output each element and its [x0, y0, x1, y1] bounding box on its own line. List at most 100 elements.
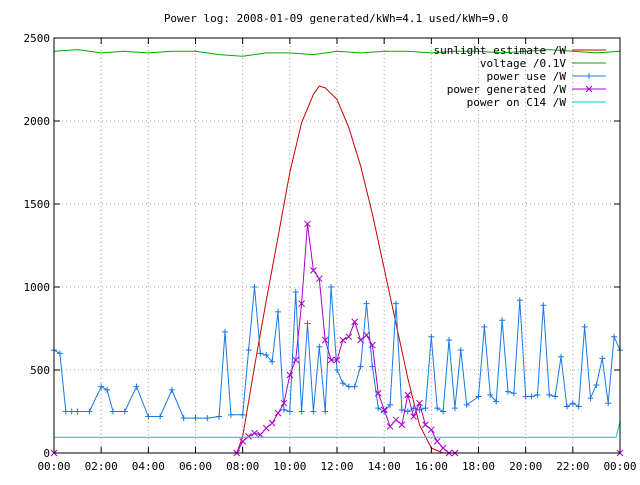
data-point [380, 406, 388, 414]
data-point [357, 363, 364, 370]
data-point [239, 411, 246, 418]
data-point [422, 405, 429, 412]
data-point [310, 267, 317, 274]
data-point [327, 356, 335, 364]
data-point [257, 350, 264, 357]
legend-label: sunlight estimate /W [434, 44, 567, 57]
data-point [345, 383, 352, 390]
data-point [374, 389, 382, 397]
data-point [310, 408, 317, 415]
data-point [286, 408, 293, 415]
series-line [236, 85, 455, 454]
series-power-generated-w [50, 220, 624, 457]
x-tick-label: 06:00 [179, 460, 212, 473]
data-point [334, 367, 340, 373]
data-point [475, 393, 482, 400]
data-point [522, 393, 529, 400]
data-point [315, 275, 323, 283]
series-layer [50, 49, 624, 457]
data-point [328, 284, 335, 290]
data-point [369, 363, 376, 370]
data-point [239, 438, 247, 445]
data-point [316, 343, 323, 350]
data-point [304, 320, 311, 327]
data-point [599, 355, 606, 362]
data-point [245, 347, 252, 354]
data-point [204, 415, 211, 422]
series-power-on-c14-w [54, 421, 621, 438]
data-point [268, 419, 276, 427]
data-point [392, 300, 399, 307]
data-point [493, 398, 500, 405]
y-tick-label: 500 [30, 364, 50, 377]
data-point [157, 413, 164, 420]
data-point [446, 337, 453, 344]
data-point [351, 318, 359, 326]
data-point [104, 386, 111, 393]
axis-layer: 00:00 02:00 04:00 06:00 08:00 10:00 12:00 14:00… [24, 32, 637, 473]
data-point [56, 350, 63, 357]
data-point [145, 413, 152, 420]
data-point [563, 403, 570, 410]
y-tick-label: 1500 [24, 198, 51, 211]
data-point [86, 408, 93, 415]
data-point [398, 421, 406, 429]
data-point [322, 408, 329, 415]
data-point [558, 353, 565, 360]
data-point [280, 399, 288, 407]
data-point [404, 391, 412, 399]
chart-title: Power log: 2008-01-09 generated/kWh=4.1 … [164, 12, 508, 25]
series-voltage-0-1v [53, 49, 621, 57]
data-point [363, 331, 370, 339]
data-point [611, 333, 618, 340]
data-point [351, 383, 358, 390]
data-point [528, 393, 535, 400]
data-point [587, 395, 594, 402]
data-point [410, 413, 417, 420]
data-point [552, 393, 559, 400]
data-point [363, 300, 370, 307]
x-tick-label: 12:00 [320, 460, 353, 473]
data-point [386, 423, 394, 430]
data-point [168, 386, 175, 393]
data-point [392, 416, 400, 424]
legend-label: voltage /0.1V [480, 57, 566, 70]
data-point [369, 341, 376, 349]
data-point [269, 358, 276, 365]
data-point [227, 411, 234, 418]
legend-marker [586, 73, 592, 79]
x-tick-label: 16:00 [415, 460, 448, 473]
data-point [581, 323, 588, 330]
data-point [504, 388, 511, 395]
series-line [53, 286, 621, 419]
data-point [333, 356, 341, 364]
x-tick-label: 08:00 [226, 460, 259, 473]
y-tick-label: 0 [43, 447, 50, 460]
x-tick-label: 02:00 [85, 460, 118, 473]
data-point [499, 317, 506, 324]
data-point [357, 336, 364, 344]
x-tick-label: 20:00 [509, 460, 542, 473]
data-point [251, 429, 258, 437]
data-point [398, 406, 405, 413]
data-point [68, 408, 75, 415]
data-point [516, 297, 523, 304]
data-point [481, 323, 488, 330]
x-tick-label: 00:00 [37, 460, 70, 473]
legend-label: power generated /W [447, 83, 567, 96]
data-point [345, 333, 353, 341]
data-point [440, 408, 447, 415]
data-point [280, 406, 287, 413]
data-point [192, 415, 199, 422]
data-point [487, 391, 494, 398]
data-point [457, 347, 464, 354]
data-point [62, 408, 69, 415]
x-tick-label: 14:00 [368, 460, 401, 473]
data-point [121, 408, 128, 415]
data-point [321, 336, 329, 344]
data-point [298, 408, 305, 415]
data-point [292, 288, 299, 295]
data-point [180, 415, 187, 422]
data-point [463, 401, 470, 408]
